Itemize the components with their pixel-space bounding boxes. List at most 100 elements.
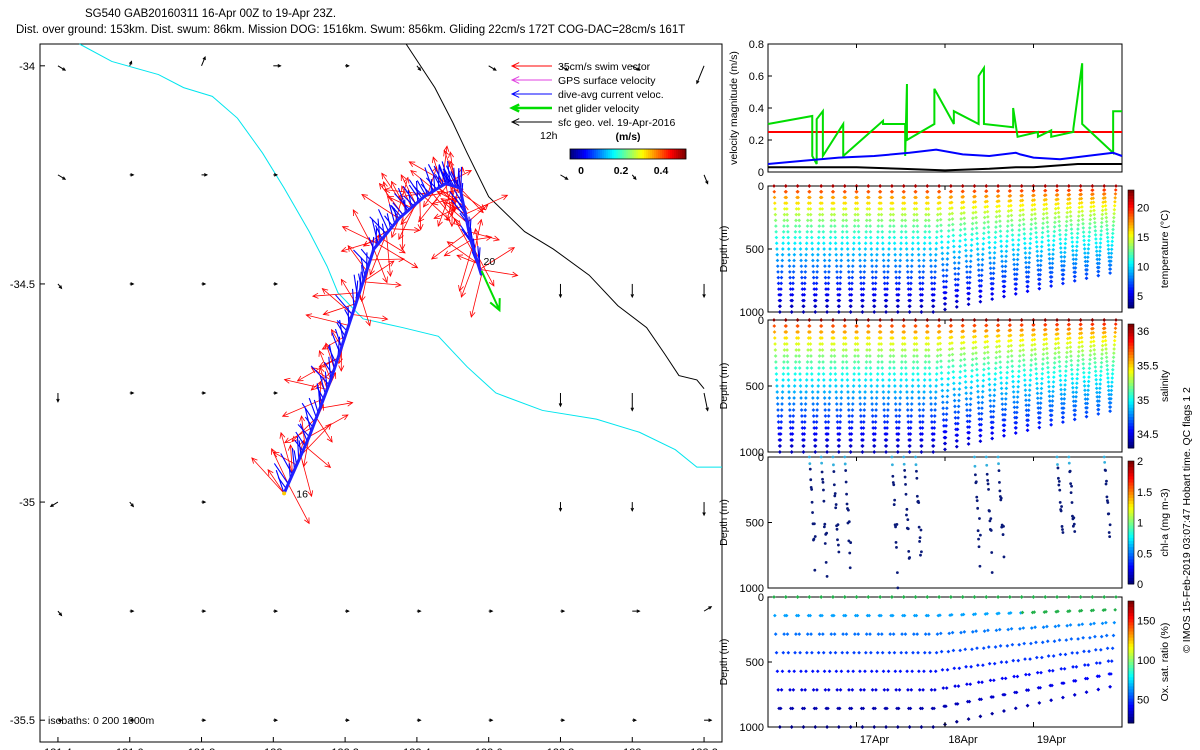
dac-vector (444, 169, 455, 187)
chl-sample (1071, 524, 1075, 528)
colorbar-cell (614, 149, 617, 159)
colorbar-cell (1128, 553, 1134, 557)
swim-vector-head (469, 311, 476, 318)
profile-sample (926, 330, 930, 334)
profile-sample (804, 258, 808, 263)
profile-sample (1108, 684, 1112, 689)
profile-sample (968, 413, 972, 418)
chl-sample (1069, 482, 1073, 486)
colorbar-cell (652, 149, 655, 159)
profile-sample (928, 396, 933, 400)
profile-sample (935, 224, 940, 228)
profile-sample (949, 329, 954, 334)
profile-sample (905, 264, 910, 269)
colorbar-cell (612, 149, 615, 159)
profile-sample (776, 281, 781, 286)
profile-sample (918, 287, 923, 291)
profile-sample (903, 224, 908, 228)
sfc-vector-head (273, 282, 279, 286)
profile-sample (916, 384, 921, 388)
profile-sample (884, 444, 889, 448)
profile-sample (1040, 640, 1045, 645)
profile-sample (870, 402, 874, 406)
swim-vector-head (511, 271, 519, 278)
colorbar-cell (678, 149, 681, 159)
profile-sample (935, 632, 940, 636)
swim-vector-head (443, 145, 450, 153)
profile-sample (927, 235, 932, 240)
profile-sample (882, 414, 887, 418)
colorbar-cell (606, 149, 609, 159)
profile-sample (993, 372, 998, 376)
chl-sample (997, 469, 1001, 473)
track-start-marker (282, 491, 287, 496)
profile-sample (864, 354, 869, 358)
profile-sample (925, 324, 930, 328)
profile-sample (870, 414, 875, 418)
profile-sample (950, 630, 955, 635)
profile-sample (986, 628, 990, 633)
colorbar-cell (1128, 432, 1134, 437)
profile-sample (968, 270, 973, 274)
profile-sample (881, 396, 886, 400)
profile-sample (798, 252, 803, 257)
profile-sample (828, 372, 833, 376)
profile-sample (938, 631, 943, 636)
colorbar-cell (1128, 302, 1134, 306)
profile-sample (987, 245, 992, 250)
profile-sample (872, 304, 877, 309)
profile-sample (1006, 627, 1011, 632)
swim-vector-head (387, 196, 395, 202)
swim-vector (473, 219, 482, 253)
swim-vector (459, 187, 484, 213)
profile-sample (959, 211, 964, 216)
dac-vector (323, 361, 333, 375)
profile-sample (1087, 649, 1091, 654)
profile-sample (1069, 637, 1074, 641)
profile-sample (862, 264, 867, 269)
profile-sample (1002, 294, 1006, 299)
profile-sample (990, 425, 995, 430)
profile-sample (998, 365, 1003, 370)
profile-sample (900, 342, 905, 346)
profile-sample (1099, 360, 1104, 365)
profile-sample (977, 417, 982, 422)
swim-vector (363, 281, 401, 286)
profile-sample (953, 421, 958, 426)
profile-sample (775, 396, 780, 400)
profile-sample (796, 330, 800, 334)
profile-sample (945, 667, 950, 672)
profile-sample (956, 266, 961, 271)
profile-sample (803, 688, 808, 692)
profile-sample (1020, 610, 1025, 615)
swim-vector (456, 254, 479, 264)
colorbar-cell (622, 149, 625, 159)
profile-sample (852, 229, 857, 234)
profile-sample (774, 360, 778, 364)
chl-sample (984, 455, 988, 459)
profile-sample (938, 206, 943, 211)
colorbar-cell (1128, 351, 1134, 356)
colorbar-tick-label: 34.5 (1137, 429, 1158, 441)
colorbar-cell (1128, 287, 1134, 291)
profile-sample (894, 688, 898, 692)
profile-sample (940, 257, 945, 261)
profile-sample (796, 324, 800, 328)
colorbar-cell (1128, 269, 1134, 274)
profile-sample (967, 419, 972, 424)
profile-sample (813, 725, 818, 729)
profile-sample (897, 270, 902, 274)
profile-sample (933, 264, 938, 269)
profile-sample (859, 281, 863, 286)
profile-sample (970, 647, 974, 652)
profile-sample (934, 252, 938, 257)
sfc-vector (703, 392, 709, 411)
profile-sample (957, 398, 961, 403)
profile-sample (933, 402, 938, 406)
dac-vector (295, 431, 306, 447)
sfc-vector-head (277, 64, 282, 68)
profile-sample (915, 360, 920, 364)
profile-sample (785, 360, 790, 364)
profile-sample (790, 438, 795, 442)
profile-sample (945, 394, 950, 399)
